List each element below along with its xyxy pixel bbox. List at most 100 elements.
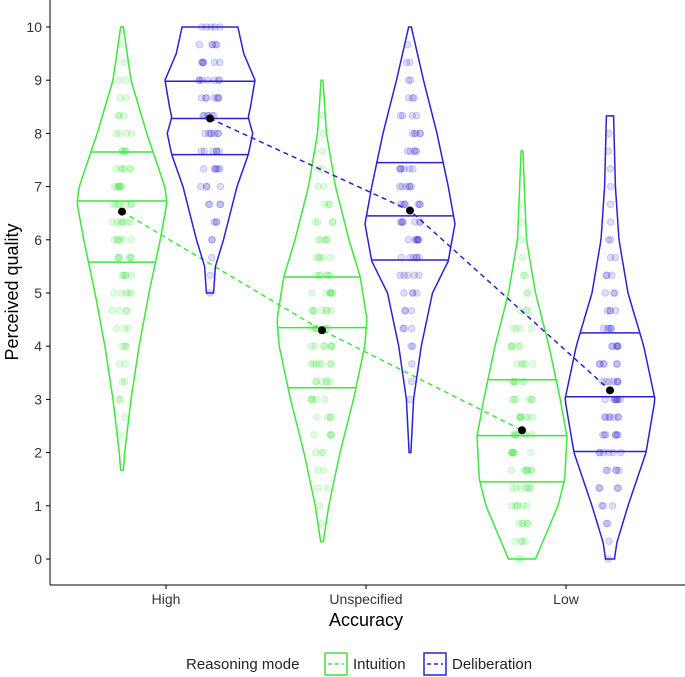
data-point [208, 40, 217, 49]
data-point [206, 129, 215, 138]
data-point [323, 413, 332, 421]
data-point [117, 289, 126, 297]
data-point [613, 342, 621, 351]
data-point [309, 360, 318, 368]
data-point [119, 271, 128, 280]
data-point [323, 484, 332, 492]
data-point [602, 377, 610, 386]
y-tick-label: 8 [34, 125, 42, 141]
data-point [216, 58, 224, 67]
data-point [415, 236, 423, 244]
data-point [507, 448, 516, 457]
data-point [521, 537, 530, 546]
data-point [401, 306, 410, 315]
data-point [519, 360, 528, 368]
data-point [203, 182, 211, 191]
data-point [615, 466, 623, 475]
data-point [601, 413, 610, 421]
data-point [599, 502, 608, 510]
data-point [404, 94, 413, 102]
data-point [510, 448, 518, 457]
data-point [412, 236, 421, 244]
data-point [415, 271, 423, 280]
data-point [520, 466, 529, 475]
data-point [602, 271, 611, 280]
legend-key-intuition [324, 652, 348, 676]
data-point [613, 377, 622, 386]
y-ticks: 0 1 2 3 4 5 6 7 8 9 10 [26, 19, 50, 567]
data-point [414, 236, 422, 244]
data-point [604, 236, 613, 244]
data-point [507, 342, 515, 351]
data-point [311, 448, 320, 457]
data-point [606, 236, 615, 244]
data-point [413, 289, 421, 297]
data-point [110, 182, 119, 191]
data-point [323, 236, 331, 244]
data-point [407, 342, 415, 351]
data-point [311, 218, 320, 226]
data-point [398, 182, 406, 191]
data-point [508, 395, 517, 404]
data-point [412, 111, 421, 120]
data-point [508, 448, 516, 457]
series-intuition [76, 26, 568, 563]
y-tick-label: 4 [34, 338, 42, 354]
data-point [599, 360, 608, 368]
data-point [125, 253, 134, 262]
data-point [528, 466, 536, 475]
data-point [524, 413, 532, 421]
data-point [118, 342, 127, 351]
data-point [606, 413, 614, 421]
data-point [397, 165, 405, 173]
data-point [415, 200, 424, 209]
data-point [214, 94, 223, 102]
data-point [617, 448, 625, 457]
data-point [406, 76, 415, 84]
data-point [604, 519, 612, 528]
mean-point [318, 326, 326, 335]
data-point [116, 395, 124, 404]
data-point [321, 342, 329, 351]
data-point [601, 289, 610, 297]
data-point [412, 129, 420, 138]
data-point [509, 448, 517, 457]
data-point [204, 129, 213, 138]
data-point [396, 218, 405, 226]
data-point [610, 413, 618, 421]
data-point [524, 395, 533, 404]
data-point [115, 253, 123, 262]
data-point [515, 519, 523, 528]
data-point [509, 448, 518, 457]
data-point [118, 271, 127, 280]
data-point [212, 218, 221, 226]
data-point [527, 324, 536, 333]
data-point [613, 342, 622, 351]
data-point [211, 40, 220, 49]
data-point [412, 253, 421, 262]
data-point [408, 129, 417, 138]
data-point [507, 502, 516, 510]
data-point [197, 147, 206, 155]
violin-unspecified [276, 79, 368, 543]
y-tick-label: 2 [34, 445, 42, 461]
data-point [326, 360, 335, 368]
data-point [205, 200, 214, 209]
data-point [319, 342, 328, 351]
data-point [308, 395, 317, 404]
data-point [410, 271, 418, 280]
data-point [120, 377, 129, 386]
data-point [512, 324, 520, 333]
data-point [406, 395, 415, 404]
data-point [611, 431, 620, 439]
data-point [317, 448, 326, 457]
data-point [508, 448, 517, 457]
data-point [319, 448, 328, 457]
data-point [119, 236, 128, 244]
data-point [127, 129, 136, 138]
data-point [416, 200, 424, 209]
data-point [409, 289, 417, 297]
data-point [402, 182, 410, 191]
data-point [523, 466, 532, 475]
